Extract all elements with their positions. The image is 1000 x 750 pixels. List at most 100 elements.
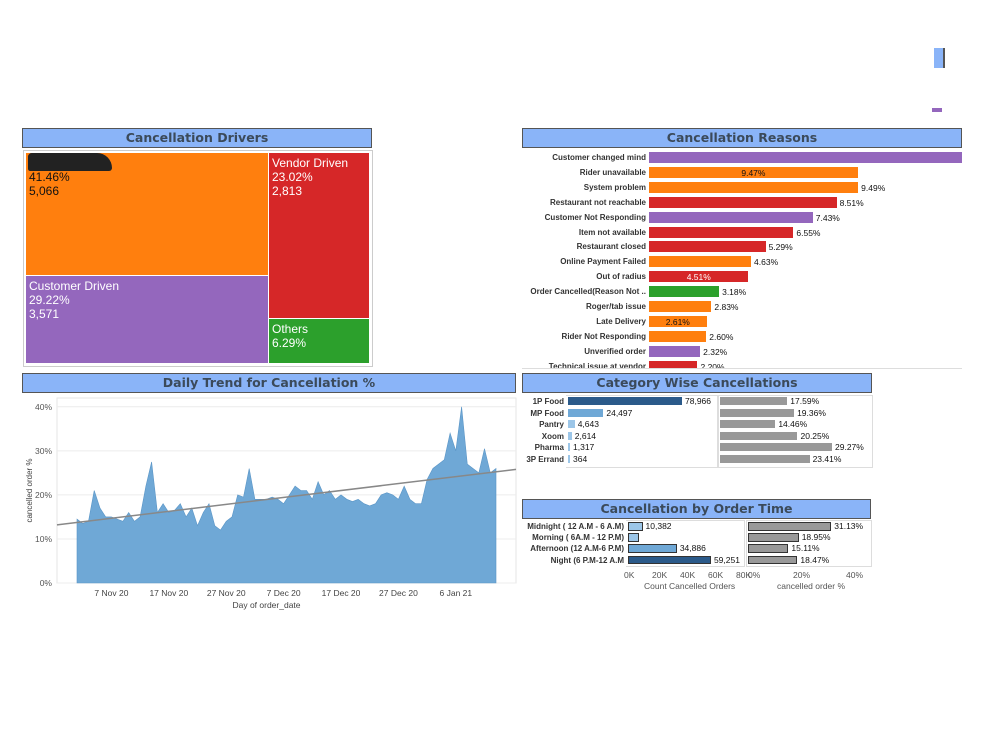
- ordertime-pct-bar[interactable]: [748, 522, 832, 531]
- reason-label: Rider Not Responding: [561, 331, 646, 341]
- reason-value-label: 8.51%: [839, 197, 864, 208]
- drivers-title: Cancellation Drivers: [22, 128, 372, 148]
- category-count-bar[interactable]: [568, 420, 575, 429]
- category-count-bar[interactable]: [568, 455, 570, 463]
- reason-bar[interactable]: [649, 241, 766, 253]
- category-label: Pantry: [539, 420, 564, 430]
- reason-bar[interactable]: [649, 360, 698, 368]
- ordertime-pct-bar[interactable]: [748, 544, 789, 553]
- y-tick-label: 40%: [35, 402, 52, 412]
- ordertime-count-bar[interactable]: [628, 544, 677, 553]
- reason-label: Rider unavailable: [579, 167, 646, 177]
- reason-label: Restaurant not reachable: [549, 197, 646, 207]
- treemap-customer-count: 3,571: [29, 307, 60, 321]
- category-title: Category Wise Cancellations: [522, 373, 872, 393]
- ordertime-count-label: 59,251: [713, 554, 740, 565]
- reason-bar[interactable]: [649, 286, 720, 298]
- ordertime-count-bar[interactable]: [628, 522, 643, 531]
- category-pct-bar[interactable]: [720, 443, 832, 452]
- category-pct-label: 29.27%: [835, 442, 864, 453]
- ordertime-pct-label: 18.47%: [800, 554, 830, 565]
- category-label: Xoom: [541, 431, 564, 441]
- category-pct-bar[interactable]: [720, 408, 795, 417]
- category-count-bar[interactable]: [568, 408, 604, 417]
- category-label: 1P Food: [532, 397, 564, 406]
- reason-bar[interactable]: [649, 211, 813, 223]
- reason-value-label: 3.18%: [722, 287, 747, 298]
- category-count-bar[interactable]: [568, 431, 572, 440]
- ordertime-pct-label: 15.11%: [791, 543, 820, 554]
- ordertime-pct-bar[interactable]: [748, 533, 799, 542]
- reason-bar[interactable]: [649, 152, 962, 163]
- reason-bar[interactable]: [649, 196, 837, 208]
- reason-value-label: 4.51%: [686, 272, 711, 283]
- category-count-bar[interactable]: [568, 443, 570, 452]
- reason-bar[interactable]: [649, 301, 712, 312]
- category-chart: 1P Food 78,966 17.59% MP Food 24,497 19.36% Pa…: [522, 395, 873, 468]
- ordertime-count-bar[interactable]: [628, 555, 711, 565]
- count-axis-tick: 20K: [652, 570, 668, 580]
- count-axis-tick: 40K: [680, 570, 696, 580]
- category-pct-label: 17.59%: [790, 396, 820, 406]
- treemap-others-name: Others: [272, 322, 309, 336]
- trend-line: [56, 468, 517, 526]
- ordertime-label: Afternoon (12 A.M-6 P.M): [530, 544, 624, 554]
- reason-value-label: 5.29%: [768, 242, 793, 253]
- category-pct-bar[interactable]: [720, 420, 776, 429]
- category-label: Pharma: [534, 443, 564, 453]
- ordertime-label: Night (6 P.M-12 A.M: [550, 555, 624, 565]
- trend-chart: 0% 10% 20% 30% 40% 7 Nov 20 17 Nov 20 27 Nov 20…: [25, 397, 517, 610]
- reason-bar[interactable]: [649, 345, 701, 357]
- reason-bar[interactable]: [649, 271, 749, 283]
- reason-value-label: 9.47%: [741, 167, 766, 178]
- category-count-label: 2,614: [574, 430, 597, 441]
- treemap-vendor-pct: 23.02%: [272, 170, 313, 184]
- reason-bar[interactable]: [649, 330, 707, 342]
- y-tick-label: 20%: [35, 490, 52, 500]
- reason-bar[interactable]: [649, 256, 752, 268]
- reasons-title: Cancellation Reasons: [522, 128, 962, 148]
- treemap-cell-partner[interactable]: Partner Driven 41.46% 5,066: [26, 153, 268, 275]
- reason-value-label: 2.20%: [700, 361, 725, 369]
- reason-label: Technical issue at vendor: [548, 361, 646, 369]
- y-axis-label: cancelled order %: [25, 458, 34, 522]
- reason-value-label: 2.83%: [714, 302, 739, 312]
- ordertime-count-bar[interactable]: [628, 533, 639, 542]
- reason-bar[interactable]: [649, 315, 707, 327]
- category-pct-label: 19.36%: [797, 407, 826, 418]
- treemap-cell-others[interactable]: Others 6.29%: [269, 319, 369, 363]
- ordertime-pct-bar[interactable]: [748, 555, 798, 565]
- treemap-others-pct: 6.29%: [272, 336, 307, 350]
- reason-label: Out of radius: [596, 272, 646, 282]
- category-count-bar[interactable]: [568, 397, 682, 405]
- ordertime-pct-label: 18.95%: [801, 532, 831, 543]
- treemap-cell-vendor[interactable]: Vendor Driven 23.02% 2,813: [269, 153, 369, 318]
- reason-label: Online Payment Failed: [560, 257, 646, 267]
- trend-area: [76, 406, 497, 584]
- category-pct-pane: [718, 395, 873, 468]
- treemap-vendor-name: Vendor Driven: [272, 156, 349, 170]
- treemap-customer-name: Customer Driven: [29, 279, 120, 293]
- reason-label: Customer Not Responding: [544, 212, 646, 222]
- drivers-treemap: Partner Driven 41.46% 5,066 Vendor Drive…: [23, 150, 373, 367]
- ordertime-count-pane: [626, 520, 745, 567]
- treemap-partner-count: 5,066: [29, 184, 60, 198]
- count-axis-tick: 60K: [708, 570, 724, 580]
- category-pct-bar[interactable]: [720, 455, 810, 463]
- x-axis-label: Day of order_date: [232, 600, 300, 610]
- reason-value-label: 2.32%: [703, 346, 728, 357]
- reason-bar[interactable]: [649, 181, 859, 193]
- x-tick-label: 17 Nov 20: [149, 588, 188, 598]
- category-pct-bar[interactable]: [720, 397, 788, 405]
- reason-value-label: 2.60%: [709, 331, 734, 342]
- ordertime-title: Cancellation by Order Time: [522, 499, 871, 519]
- category-pct-bar[interactable]: [720, 431, 798, 440]
- reason-bar[interactable]: [649, 226, 794, 238]
- reason-bar[interactable]: [649, 166, 858, 178]
- treemap-customer-pct: 29.22%: [29, 293, 70, 307]
- treemap-partner-pct: 41.46%: [29, 170, 70, 184]
- reason-value-label: 7.43%: [815, 212, 840, 223]
- treemap-cell-customer[interactable]: Customer Driven 29.22% 3,571: [26, 276, 268, 363]
- reason-value-label: 6.55%: [796, 227, 821, 238]
- ordertime-count-label: 10,382: [645, 521, 672, 531]
